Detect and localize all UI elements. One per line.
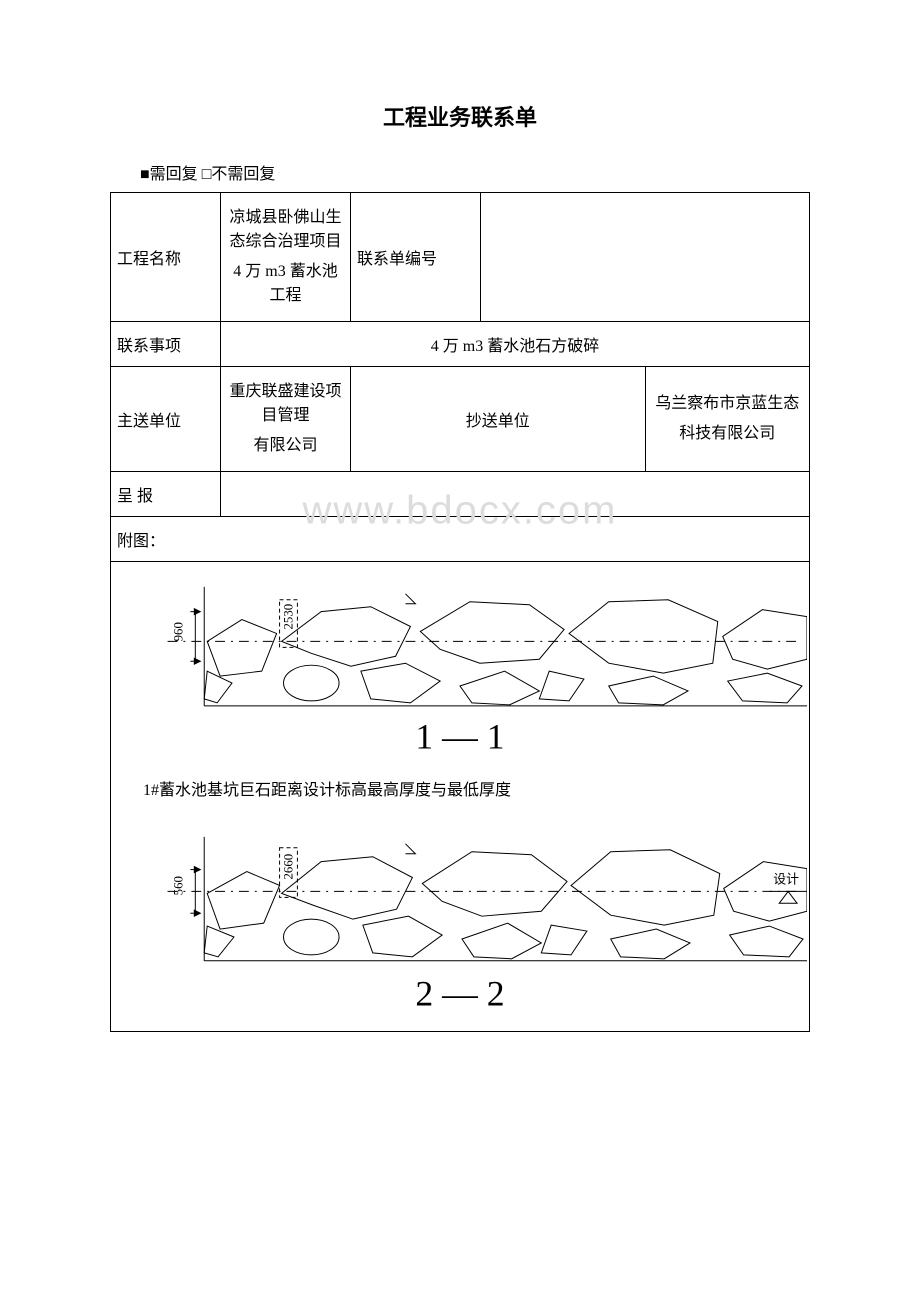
cc-label: 抄送单位 <box>351 367 646 472</box>
svg-text:设计: 设计 <box>773 873 799 887</box>
project-name-label: 工程名称 <box>111 193 221 322</box>
main-send-value: 重庆联盛建设项目管理 有限公司 <box>221 367 351 472</box>
no-reply-marker: □ <box>202 166 212 183</box>
svg-text:1 — 1: 1 — 1 <box>415 716 504 756</box>
main-send-label: 主送单位 <box>111 367 221 472</box>
svg-text:960: 960 <box>171 622 185 641</box>
diagram-1-caption: 1#蓄水池基坑巨石距离设计标高最高厚度与最低厚度 <box>113 760 807 822</box>
cc-value: 乌兰察布市京蓝生态 科技有限公司 <box>645 367 810 472</box>
page-title: 工程业务联系单 <box>110 100 810 132</box>
cc-line2: 科技有限公司 <box>652 419 804 443</box>
main-send-line2: 有限公司 <box>227 431 344 455</box>
subject-value: 4 万 m3 蓄水池石方破碎 <box>221 322 810 367</box>
attachment-label-cell: www.bdocx.com 附图： <box>111 517 810 562</box>
svg-text:560: 560 <box>171 876 185 895</box>
need-reply-marker: ■ <box>140 166 150 183</box>
report-value <box>221 472 810 517</box>
subject-label: 联系事项 <box>111 322 221 367</box>
contact-no-label: 联系单编号 <box>351 193 481 322</box>
diagram-1-svg: 960 2530 <box>113 572 807 760</box>
main-send-line1: 重庆联盛建设项目管理 <box>227 377 344 425</box>
project-name-line1: 凉城县卧佛山生态综合治理项目 <box>227 203 344 251</box>
cc-line1: 乌兰察布市京蓝生态 <box>652 389 804 413</box>
attachment-label: 附图： <box>117 533 165 550</box>
no-reply-text: 不需回复 <box>211 166 275 183</box>
svg-text:2660: 2660 <box>281 854 295 880</box>
svg-text:2 — 2: 2 — 2 <box>415 974 504 1014</box>
need-reply-text: 需回复 <box>150 166 198 183</box>
diagram-2-svg: 560 2660 设计 <box>113 822 807 1020</box>
project-name-line2: 4 万 m3 蓄水池工程 <box>227 257 344 305</box>
report-label: 呈 报 <box>111 472 221 517</box>
svg-text:2530: 2530 <box>281 604 295 630</box>
diagram-cell: 960 2530 <box>111 562 810 1032</box>
project-name-value: 凉城县卧佛山生态综合治理项目 4 万 m3 蓄水池工程 <box>221 193 351 322</box>
reply-options: ■需回复 □不需回复 <box>110 160 810 184</box>
contact-no-value <box>481 193 810 322</box>
form-table: 工程名称 凉城县卧佛山生态综合治理项目 4 万 m3 蓄水池工程 联系单编号 联… <box>110 192 810 1032</box>
